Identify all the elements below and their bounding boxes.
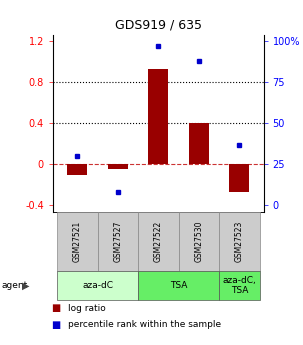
Text: ■: ■ bbox=[52, 320, 61, 330]
Bar bbox=[219, 212, 260, 271]
Bar bbox=[178, 212, 219, 271]
Text: GSM27521: GSM27521 bbox=[73, 221, 82, 262]
Text: log ratio: log ratio bbox=[68, 304, 106, 313]
Text: TSA: TSA bbox=[170, 281, 187, 290]
Text: GSM27523: GSM27523 bbox=[235, 221, 244, 262]
Text: GSM27527: GSM27527 bbox=[113, 221, 122, 262]
Bar bbox=[108, 164, 128, 169]
Bar bbox=[57, 271, 138, 300]
Bar bbox=[138, 271, 219, 300]
Text: aza-dC: aza-dC bbox=[82, 281, 113, 290]
Bar bbox=[219, 271, 260, 300]
Text: GSM27522: GSM27522 bbox=[154, 221, 163, 262]
Bar bbox=[138, 212, 178, 271]
Bar bbox=[67, 164, 88, 175]
Text: GSM27530: GSM27530 bbox=[194, 221, 203, 262]
Title: GDS919 / 635: GDS919 / 635 bbox=[115, 19, 202, 32]
Text: ▶: ▶ bbox=[22, 280, 29, 290]
Bar bbox=[57, 212, 98, 271]
Bar bbox=[148, 69, 168, 164]
Bar bbox=[98, 212, 138, 271]
Text: percentile rank within the sample: percentile rank within the sample bbox=[68, 321, 221, 329]
Bar bbox=[229, 164, 249, 192]
Text: aza-dC,
TSA: aza-dC, TSA bbox=[222, 276, 256, 295]
Text: agent: agent bbox=[2, 281, 28, 290]
Bar bbox=[189, 124, 209, 164]
Text: ■: ■ bbox=[52, 304, 61, 313]
